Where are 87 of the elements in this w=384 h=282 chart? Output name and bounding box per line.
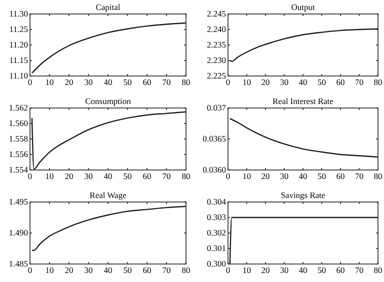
x-tick-label: 0 <box>226 77 230 87</box>
x-tick-label: 0 <box>226 265 230 275</box>
y-tick-label: 11.25 <box>9 24 28 34</box>
x-tick-label: 10 <box>242 77 251 87</box>
x-tick-label: 40 <box>298 265 308 275</box>
x-tick-label: 30 <box>84 265 93 275</box>
y-tick-label: 1.556 <box>8 149 28 160</box>
x-tick-label: 70 <box>355 171 364 181</box>
x-tick-label: 80 <box>374 265 382 275</box>
x-tick-label: 30 <box>280 265 288 275</box>
x-tick-label: 50 <box>318 265 326 275</box>
y-tick-label: 0.303 <box>206 212 226 222</box>
chart-title: Real Interest Rate <box>272 96 334 106</box>
y-tick-label: 0.0360 <box>202 164 226 175</box>
chart-title: Consumption <box>85 96 132 106</box>
x-tick-label: 10 <box>45 77 54 87</box>
x-tick-label: 70 <box>162 265 171 275</box>
chart-title: Output <box>291 2 316 12</box>
x-tick-label: 0 <box>28 171 32 181</box>
x-tick-label: 60 <box>142 265 152 275</box>
x-tick-label: 50 <box>123 171 132 181</box>
x-tick-label: 30 <box>280 77 288 87</box>
y-tick-label: 0.0365 <box>202 134 226 144</box>
x-tick-label: 10 <box>242 171 251 181</box>
y-tick-label: 0.304 <box>206 196 227 207</box>
x-tick-label: 20 <box>261 265 270 275</box>
x-tick-label: 70 <box>355 77 364 87</box>
y-tick-label: 2.225 <box>206 70 226 81</box>
x-tick-label: 60 <box>142 171 152 181</box>
x-tick-label: 80 <box>374 77 382 87</box>
x-tick-label: 70 <box>162 171 171 181</box>
y-tick-label: 2.245 <box>206 8 226 19</box>
y-tick-label: 11.15 <box>9 55 28 66</box>
x-tick-label: 30 <box>280 171 288 181</box>
x-tick-label: 10 <box>45 171 54 181</box>
x-tick-label: 80 <box>374 171 382 181</box>
x-tick-label: 70 <box>162 77 171 87</box>
x-tick-label: 30 <box>84 171 93 181</box>
x-tick-label: 0 <box>28 77 32 87</box>
x-tick-label: 40 <box>104 171 112 181</box>
x-tick-label: 50 <box>318 77 326 87</box>
chart-title: Capital <box>96 2 121 12</box>
x-tick-label: 20 <box>261 171 270 181</box>
y-tick-label: 1.558 <box>8 134 28 144</box>
x-tick-label: 0 <box>226 171 230 181</box>
line-series <box>31 111 187 170</box>
chart-title: Real Wage <box>90 190 127 200</box>
y-tick-label: 0.302 <box>206 228 226 238</box>
x-tick-label: 50 <box>123 77 132 87</box>
x-tick-label: 0 <box>28 265 32 275</box>
x-tick-label: 60 <box>336 265 345 275</box>
y-tick-label: 0.037 <box>206 102 226 113</box>
y-tick-label: 11.10 <box>9 70 28 81</box>
x-tick-label: 80 <box>182 171 190 181</box>
x-tick-label: 20 <box>261 77 270 87</box>
x-tick-label: 20 <box>64 171 74 181</box>
x-tick-label: 20 <box>64 265 74 275</box>
x-tick-label: 60 <box>142 77 152 87</box>
chart-title: Savings Rate <box>280 190 326 200</box>
x-tick-label: 20 <box>64 77 74 87</box>
y-tick-label: 11.20 <box>9 40 28 50</box>
y-tick-label: 0.301 <box>206 243 226 254</box>
y-tick-label: 1.562 <box>8 102 28 113</box>
x-tick-label: 80 <box>182 77 190 87</box>
y-tick-label: 1.554 <box>8 164 29 175</box>
x-tick-label: 60 <box>336 77 345 87</box>
y-tick-label: 1.560 <box>8 118 28 128</box>
x-tick-label: 50 <box>123 265 132 275</box>
x-tick-label: 10 <box>242 265 251 275</box>
y-tick-label: 2.240 <box>206 24 226 34</box>
y-tick-label: 1.485 <box>8 258 28 269</box>
y-tick-label: 11.30 <box>9 8 28 19</box>
x-tick-label: 10 <box>45 265 54 275</box>
x-tick-label: 40 <box>104 77 112 87</box>
x-tick-label: 80 <box>182 265 190 275</box>
x-tick-label: 50 <box>318 171 326 181</box>
x-tick-label: 40 <box>104 265 112 275</box>
x-tick-label: 30 <box>84 77 93 87</box>
y-tick-label: 2.230 <box>206 55 226 66</box>
x-tick-label: 40 <box>298 77 308 87</box>
y-tick-label: 1.495 <box>8 196 28 207</box>
x-tick-label: 40 <box>298 171 308 181</box>
y-tick-label: 1.490 <box>8 228 28 238</box>
y-tick-label: 2.235 <box>206 40 226 50</box>
x-tick-label: 70 <box>355 265 364 275</box>
x-tick-label: 60 <box>336 171 345 181</box>
y-tick-label: 0.300 <box>206 258 226 269</box>
